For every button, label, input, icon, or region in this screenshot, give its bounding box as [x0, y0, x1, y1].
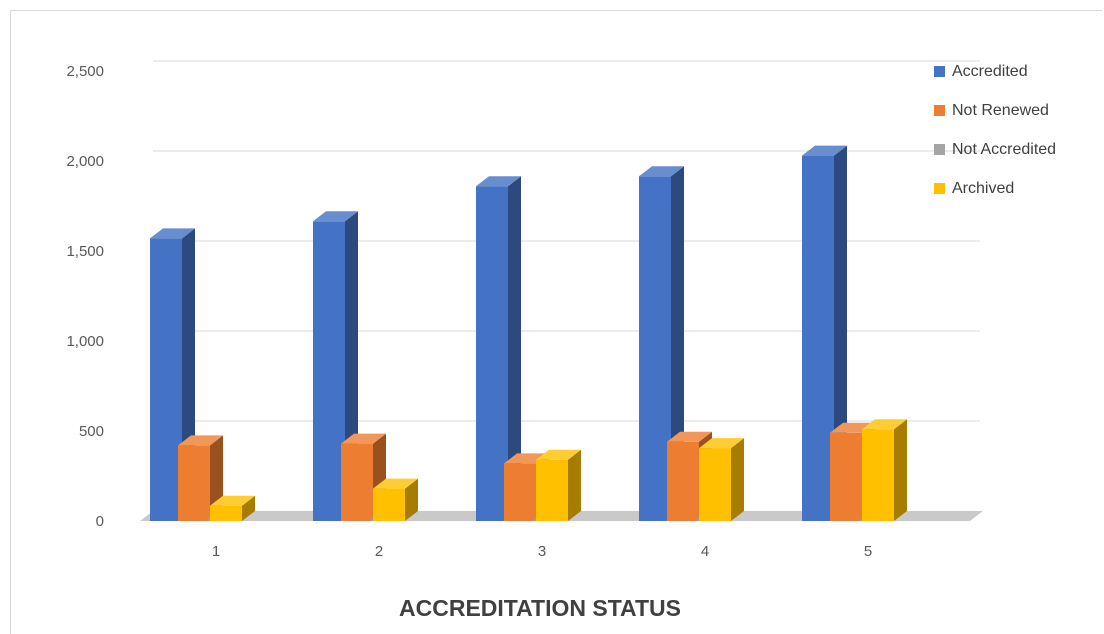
legend-label: Not Renewed [952, 102, 1049, 119]
y-tick-label: 1,500 [66, 243, 104, 260]
y-axis-ticks: 0 500 1,000 1,500 2,000 2,500 [66, 63, 104, 530]
legend-swatch [934, 105, 945, 116]
x-tick-label: 3 [538, 543, 546, 560]
x-tick-label: 1 [212, 543, 220, 560]
y-tick-label: 2,000 [66, 153, 104, 170]
legend-label: Accredited [952, 63, 1028, 80]
x-tick-label: 4 [701, 543, 709, 560]
bar-archived [862, 419, 907, 521]
bar-archived [373, 478, 418, 521]
y-tick-label: 1,000 [66, 333, 104, 350]
bars [150, 145, 907, 522]
bar-archived [536, 449, 581, 521]
x-axis-title: ACCREDITATION STATUS [399, 595, 681, 621]
y-tick-label: 0 [96, 513, 104, 530]
legend-swatch [934, 183, 945, 194]
legend-swatch [934, 66, 945, 77]
legend: Accredited Not Renewed Not Accredited Archi… [934, 63, 1056, 197]
legend-label: Archived [952, 180, 1014, 197]
bar-accredited [639, 166, 684, 522]
legend-label: Not Accredited [952, 141, 1056, 158]
bar-archived [699, 438, 744, 521]
bar-accredited [476, 176, 521, 521]
y-tick-label: 500 [79, 423, 104, 440]
x-tick-label: 2 [375, 543, 383, 560]
y-tick-label: 2,500 [66, 63, 104, 80]
legend-swatch [934, 144, 945, 155]
bar-archived [210, 495, 255, 521]
x-tick-label: 5 [864, 543, 872, 560]
x-axis-ticks: 1 2 3 4 5 [212, 543, 872, 560]
gridlines [153, 60, 980, 422]
